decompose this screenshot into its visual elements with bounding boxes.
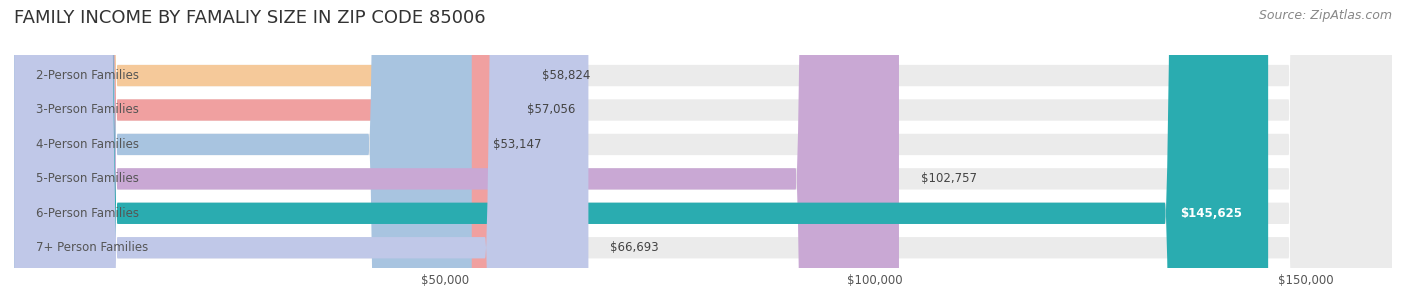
Text: $58,824: $58,824 [543, 69, 591, 82]
Text: 2-Person Families: 2-Person Families [35, 69, 139, 82]
Text: 7+ Person Families: 7+ Person Families [35, 241, 148, 254]
FancyBboxPatch shape [14, 0, 898, 305]
Text: 5-Person Families: 5-Person Families [35, 172, 138, 185]
Text: Source: ZipAtlas.com: Source: ZipAtlas.com [1258, 9, 1392, 22]
FancyBboxPatch shape [14, 0, 1392, 305]
FancyBboxPatch shape [14, 0, 505, 305]
FancyBboxPatch shape [14, 0, 472, 305]
Text: $145,625: $145,625 [1180, 207, 1243, 220]
Text: FAMILY INCOME BY FAMALIY SIZE IN ZIP CODE 85006: FAMILY INCOME BY FAMALIY SIZE IN ZIP COD… [14, 9, 485, 27]
FancyBboxPatch shape [14, 0, 588, 305]
Text: 6-Person Families: 6-Person Families [35, 207, 139, 220]
Text: 4-Person Families: 4-Person Families [35, 138, 139, 151]
FancyBboxPatch shape [14, 0, 1268, 305]
FancyBboxPatch shape [14, 0, 1392, 305]
FancyBboxPatch shape [14, 0, 1392, 305]
Text: $53,147: $53,147 [494, 138, 541, 151]
Text: $57,056: $57,056 [527, 103, 575, 117]
FancyBboxPatch shape [14, 0, 520, 305]
FancyBboxPatch shape [14, 0, 1392, 305]
FancyBboxPatch shape [14, 0, 1392, 305]
Text: 3-Person Families: 3-Person Families [35, 103, 138, 117]
Text: $66,693: $66,693 [610, 241, 658, 254]
Text: $102,757: $102,757 [921, 172, 977, 185]
FancyBboxPatch shape [14, 0, 1392, 305]
